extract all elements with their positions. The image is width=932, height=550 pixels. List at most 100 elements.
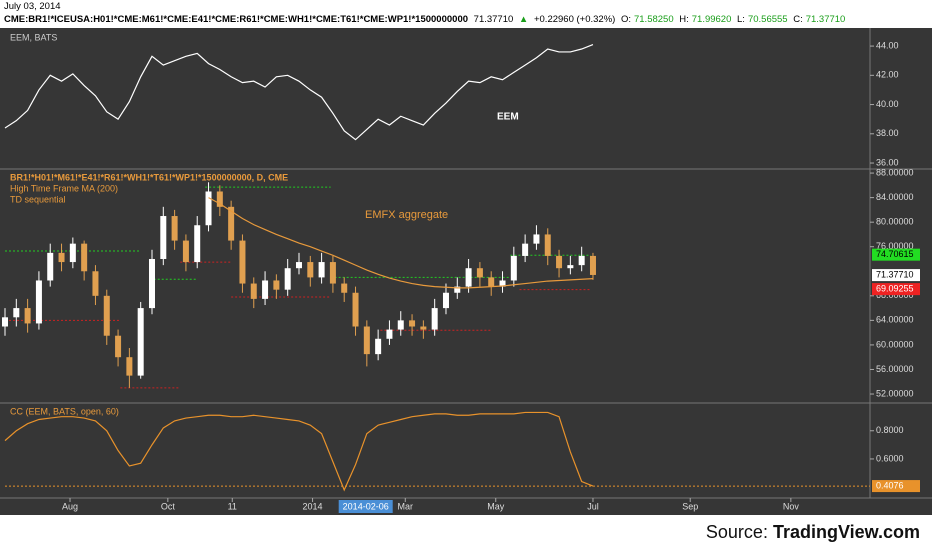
- candle-body: [352, 292, 359, 327]
- price-marker-label: 74.70615: [876, 249, 914, 259]
- candle-body: [160, 216, 167, 259]
- x-tick-label: 2014: [303, 501, 323, 511]
- legend-entry: High Time Frame MA (200): [10, 183, 118, 193]
- price-marker-label: 69.09255: [876, 283, 914, 293]
- price-marker: [872, 269, 920, 282]
- candle-body: [397, 320, 404, 330]
- candle-body: [171, 216, 178, 241]
- candle-body: [2, 317, 8, 327]
- candle-body: [24, 308, 31, 324]
- moving-average: [208, 197, 594, 289]
- footer: Source: TradingView.com: [706, 522, 920, 543]
- candle-body: [69, 243, 76, 263]
- chart: 36.00 38.00 40.00 42.00 44.00 EEM, BATS EEM 52.…: [0, 28, 932, 515]
- candle-body: [239, 240, 246, 284]
- candle-body: [13, 308, 20, 318]
- candle-body: [556, 255, 563, 269]
- high-value: 71.99620: [691, 14, 732, 25]
- open-value: 71.58250: [633, 14, 674, 25]
- high-label: H:: [679, 14, 689, 25]
- pane-title: EEM, BATS: [10, 32, 57, 42]
- candle-body: [386, 329, 393, 339]
- candle-body: [499, 280, 506, 287]
- x-tick-label: 11: [228, 501, 237, 511]
- candle-body: [533, 234, 540, 244]
- y-tick-label: 44.00: [876, 40, 899, 50]
- candle-body: [431, 308, 438, 330]
- y-tick-label: 56.00000: [876, 364, 914, 374]
- x-tick-label: Oct: [161, 501, 176, 511]
- candle-body: [420, 326, 427, 330]
- candle-body: [137, 308, 144, 376]
- candle-body: [375, 338, 382, 355]
- candle-body: [194, 225, 201, 263]
- candle-body: [126, 357, 133, 376]
- candle-body: [454, 286, 461, 293]
- candle-body: [47, 252, 54, 281]
- candle-body: [318, 262, 325, 278]
- y-tick-label: 0.6000: [876, 453, 904, 463]
- low-label: L:: [737, 14, 745, 25]
- y-tick-label: 64.00000: [876, 315, 914, 325]
- price-marker-label: 71.37710: [876, 269, 914, 279]
- y-tick-label: 88.00000: [876, 167, 914, 177]
- candle-body: [409, 320, 416, 327]
- pane-title: BR1!*H01!*M61!*E41!*R61!*WH1!*T61!*WP1!*…: [10, 172, 288, 182]
- candle-body: [92, 271, 99, 296]
- legend-entry: TD sequential: [10, 194, 66, 204]
- header: July 03, 2014 CME:BR1!*ICEUSA:H01!*CME:M…: [0, 0, 932, 28]
- y-tick-label: 76.00000: [876, 241, 914, 251]
- pane-title: CC (EEM, BATS, open, 60): [10, 406, 119, 416]
- source-prefix: Source:: [705, 522, 773, 542]
- close-value: 71.37710: [805, 14, 846, 25]
- x-tick-label: Jul: [587, 501, 599, 511]
- low-value: 70.56555: [747, 14, 788, 25]
- y-tick-label: 36.00: [876, 157, 899, 167]
- candle-body: [589, 255, 596, 275]
- candle-body: [442, 292, 449, 309]
- price-line: [4, 44, 594, 141]
- candle-body: [567, 265, 574, 269]
- y-tick-label: 38.00: [876, 128, 899, 138]
- change-icon: ▲: [518, 14, 529, 25]
- candle-body: [216, 191, 223, 207]
- candle-body: [578, 255, 585, 266]
- x-tick-label: Nov: [783, 501, 800, 511]
- candle-body: [262, 280, 269, 299]
- candle-body: [182, 240, 189, 263]
- symbol-line: CME:BR1!*ICEUSA:H01!*CME:M61!*CME:E41!*C…: [4, 14, 848, 25]
- price-line: [4, 411, 594, 492]
- candle-body: [81, 243, 88, 272]
- candle-body: [544, 234, 551, 256]
- price-marker-label: 0.4076: [876, 480, 904, 490]
- candle-body: [115, 335, 122, 358]
- change: +0.22960 (+0.32%): [533, 14, 616, 25]
- last-price: 71.37710: [473, 14, 514, 25]
- open-label: O:: [620, 14, 631, 25]
- y-tick-label: 40.00: [876, 99, 899, 109]
- candle-body: [35, 280, 42, 324]
- candle-body: [205, 191, 212, 226]
- cursor-box: [338, 500, 393, 513]
- candle-body: [273, 280, 280, 290]
- cursor-label: 2014-02-06: [343, 501, 389, 511]
- candle-body: [103, 295, 110, 336]
- candle-body: [329, 262, 336, 284]
- candle-body: [522, 243, 529, 256]
- x-tick-label: May: [487, 501, 505, 511]
- annotation: EMFX aggregate: [365, 209, 448, 221]
- close-label: C:: [793, 14, 803, 25]
- candle-body: [465, 268, 472, 287]
- y-tick-label: 0.8000: [876, 425, 904, 435]
- y-tick-label: 68.00000: [876, 290, 914, 300]
- y-tick-label: 42.00: [876, 70, 899, 80]
- candle-body: [341, 283, 348, 293]
- candle-body: [228, 206, 235, 241]
- y-tick-label: 60.00000: [876, 339, 914, 349]
- date: July 03, 2014: [4, 1, 61, 12]
- source-brand: TradingView.com: [772, 522, 920, 542]
- candle-body: [510, 255, 517, 281]
- candle-body: [148, 258, 155, 309]
- price-marker: [872, 248, 920, 261]
